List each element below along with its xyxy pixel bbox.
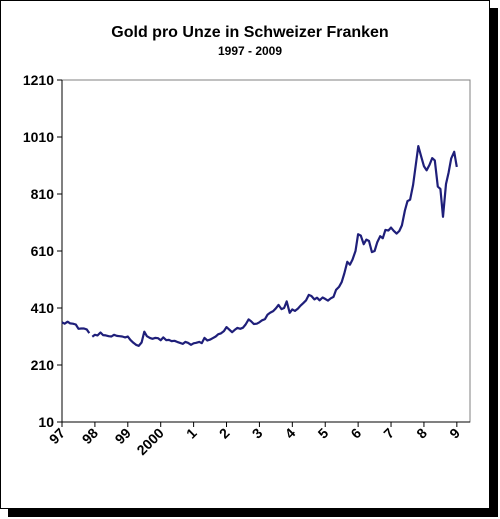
frame-shadow-bottom (8, 509, 498, 517)
y-tick-label: 210 (31, 357, 55, 373)
x-tick-label: 3 (249, 425, 266, 442)
x-tick-label: 5 (315, 425, 332, 442)
x-tick-label: 8 (413, 425, 430, 442)
y-tick-label: 810 (31, 186, 55, 202)
series-line (61, 320, 91, 334)
chart-title: Gold pro Unze in Schweizer Franken (111, 24, 388, 41)
x-tick-label: 98 (79, 425, 101, 447)
x-tick-label: 4 (282, 425, 299, 442)
series-gold-price (61, 145, 458, 347)
x-tick-label: 1 (183, 425, 200, 442)
plot-area (61, 79, 471, 423)
y-tick-label: 10 (38, 414, 54, 430)
x-tick-label: 2 (216, 425, 233, 442)
x-tick-label: 99 (112, 425, 134, 447)
y-tick-label: 1010 (23, 129, 54, 145)
x-tick-label: 6 (347, 425, 364, 442)
y-ticks: 10 210 410 610 810 1010 1210 (23, 72, 62, 430)
y-tick-label: 1210 (23, 72, 54, 88)
series-line (91, 145, 458, 347)
chart-subtitle: 1997 - 2009 (218, 44, 282, 58)
x-tick-label: 2000 (133, 425, 166, 458)
x-tick-label: 9 (446, 425, 463, 442)
frame-shadow-right (490, 8, 498, 517)
y-tick-label: 610 (31, 243, 55, 259)
x-tick-label: 7 (380, 425, 397, 442)
x-ticks: 97 98 99 2000 1 2 3 4 5 6 7 8 9 (46, 422, 463, 458)
y-tick-label: 410 (31, 300, 55, 316)
